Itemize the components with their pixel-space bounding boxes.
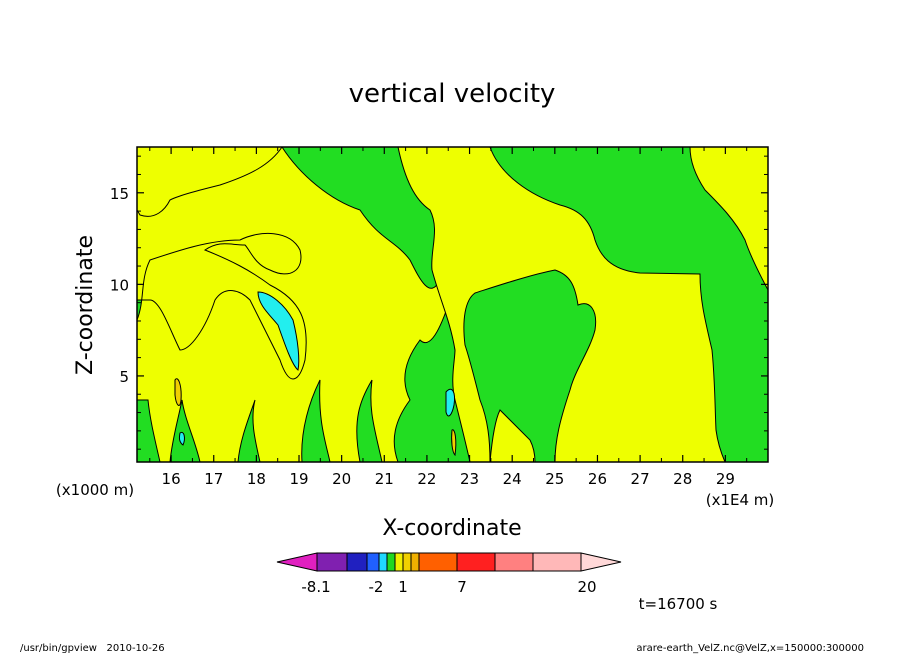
y-tick-label: 15 bbox=[110, 185, 129, 203]
x-tick-label: 26 bbox=[588, 470, 607, 488]
x-tick-label: 17 bbox=[204, 470, 223, 488]
colorbar-segment bbox=[394, 552, 404, 572]
colorbar-segment bbox=[366, 552, 380, 572]
orange-patch-2 bbox=[451, 429, 457, 457]
x-tick-label: 16 bbox=[162, 470, 181, 488]
plot-area bbox=[136, 146, 769, 463]
y-tick-label: 10 bbox=[110, 276, 129, 294]
time-label: t=16700 s bbox=[639, 595, 718, 613]
y-tick-label: 5 bbox=[119, 368, 129, 386]
colorbar-segment bbox=[316, 552, 348, 572]
colorbar-arrow-left bbox=[276, 552, 318, 572]
colorbar-segment bbox=[378, 552, 388, 572]
colorbar-arrow-right bbox=[580, 552, 622, 572]
colorbar-label: -2 bbox=[369, 578, 384, 596]
yellow-region-right bbox=[689, 146, 769, 291]
cyan-patch-2 bbox=[445, 388, 455, 417]
orange-patch-1 bbox=[174, 378, 182, 406]
cyan-patch-1 bbox=[257, 291, 300, 371]
colorbar-label: 20 bbox=[577, 578, 596, 596]
y-axis-title: Z-coordinate bbox=[73, 235, 98, 375]
y-axis: 5 10 15 bbox=[110, 155, 768, 450]
yellow-region-center bbox=[397, 146, 726, 463]
yellow-region-bottom-mid bbox=[489, 409, 536, 463]
x-tick-label: 18 bbox=[247, 470, 266, 488]
x-tick-label: 21 bbox=[375, 470, 394, 488]
x-tick-label: 23 bbox=[460, 470, 479, 488]
x-tick-label: 19 bbox=[289, 470, 308, 488]
footer-right: arare-earth_VelZ.nc@VelZ,x=150000:300000 bbox=[636, 643, 864, 654]
yellow-region-top-band bbox=[136, 146, 283, 217]
colorbar-segment bbox=[418, 552, 458, 572]
x-tick-label: 29 bbox=[716, 470, 735, 488]
colorbar-segment bbox=[386, 552, 396, 572]
chart-title: vertical velocity bbox=[349, 79, 556, 109]
x-tick-label: 22 bbox=[417, 470, 436, 488]
orange-contours bbox=[174, 378, 457, 457]
x-tick-label: 24 bbox=[503, 470, 522, 488]
x-axis: 16 17 18 19 20 21 22 23 24 25 26 27 28 29 bbox=[149, 147, 748, 488]
colorbar-label: 1 bbox=[398, 578, 408, 596]
footer-left: /usr/bin/gpview 2010-10-26 bbox=[20, 643, 165, 654]
yellow-regions bbox=[136, 146, 769, 463]
colorbar-label: 7 bbox=[457, 578, 467, 596]
colorbar-segment bbox=[494, 552, 534, 572]
x-unit-label: (x1E4 m) bbox=[706, 491, 775, 509]
x-axis-title: X-coordinate bbox=[382, 516, 521, 541]
colorbar-label: -8.1 bbox=[301, 578, 330, 596]
colorbar-segment bbox=[456, 552, 496, 572]
colorbar: -8.1 -2 1 7 20 bbox=[276, 552, 622, 596]
x-tick-label: 25 bbox=[545, 470, 564, 488]
colorbar-segment bbox=[410, 552, 420, 572]
colorbar-segment bbox=[346, 552, 368, 572]
cyan-patch-3 bbox=[178, 431, 185, 446]
colorbar-segment bbox=[532, 552, 582, 572]
colorbar-segment bbox=[402, 552, 412, 572]
cyan-regions bbox=[178, 291, 455, 446]
y-unit-label: (x1000 m) bbox=[56, 481, 134, 499]
x-tick-label: 28 bbox=[673, 470, 692, 488]
x-tick-label: 27 bbox=[631, 470, 650, 488]
x-tick-label: 20 bbox=[332, 470, 351, 488]
plot-frame bbox=[136, 146, 769, 463]
